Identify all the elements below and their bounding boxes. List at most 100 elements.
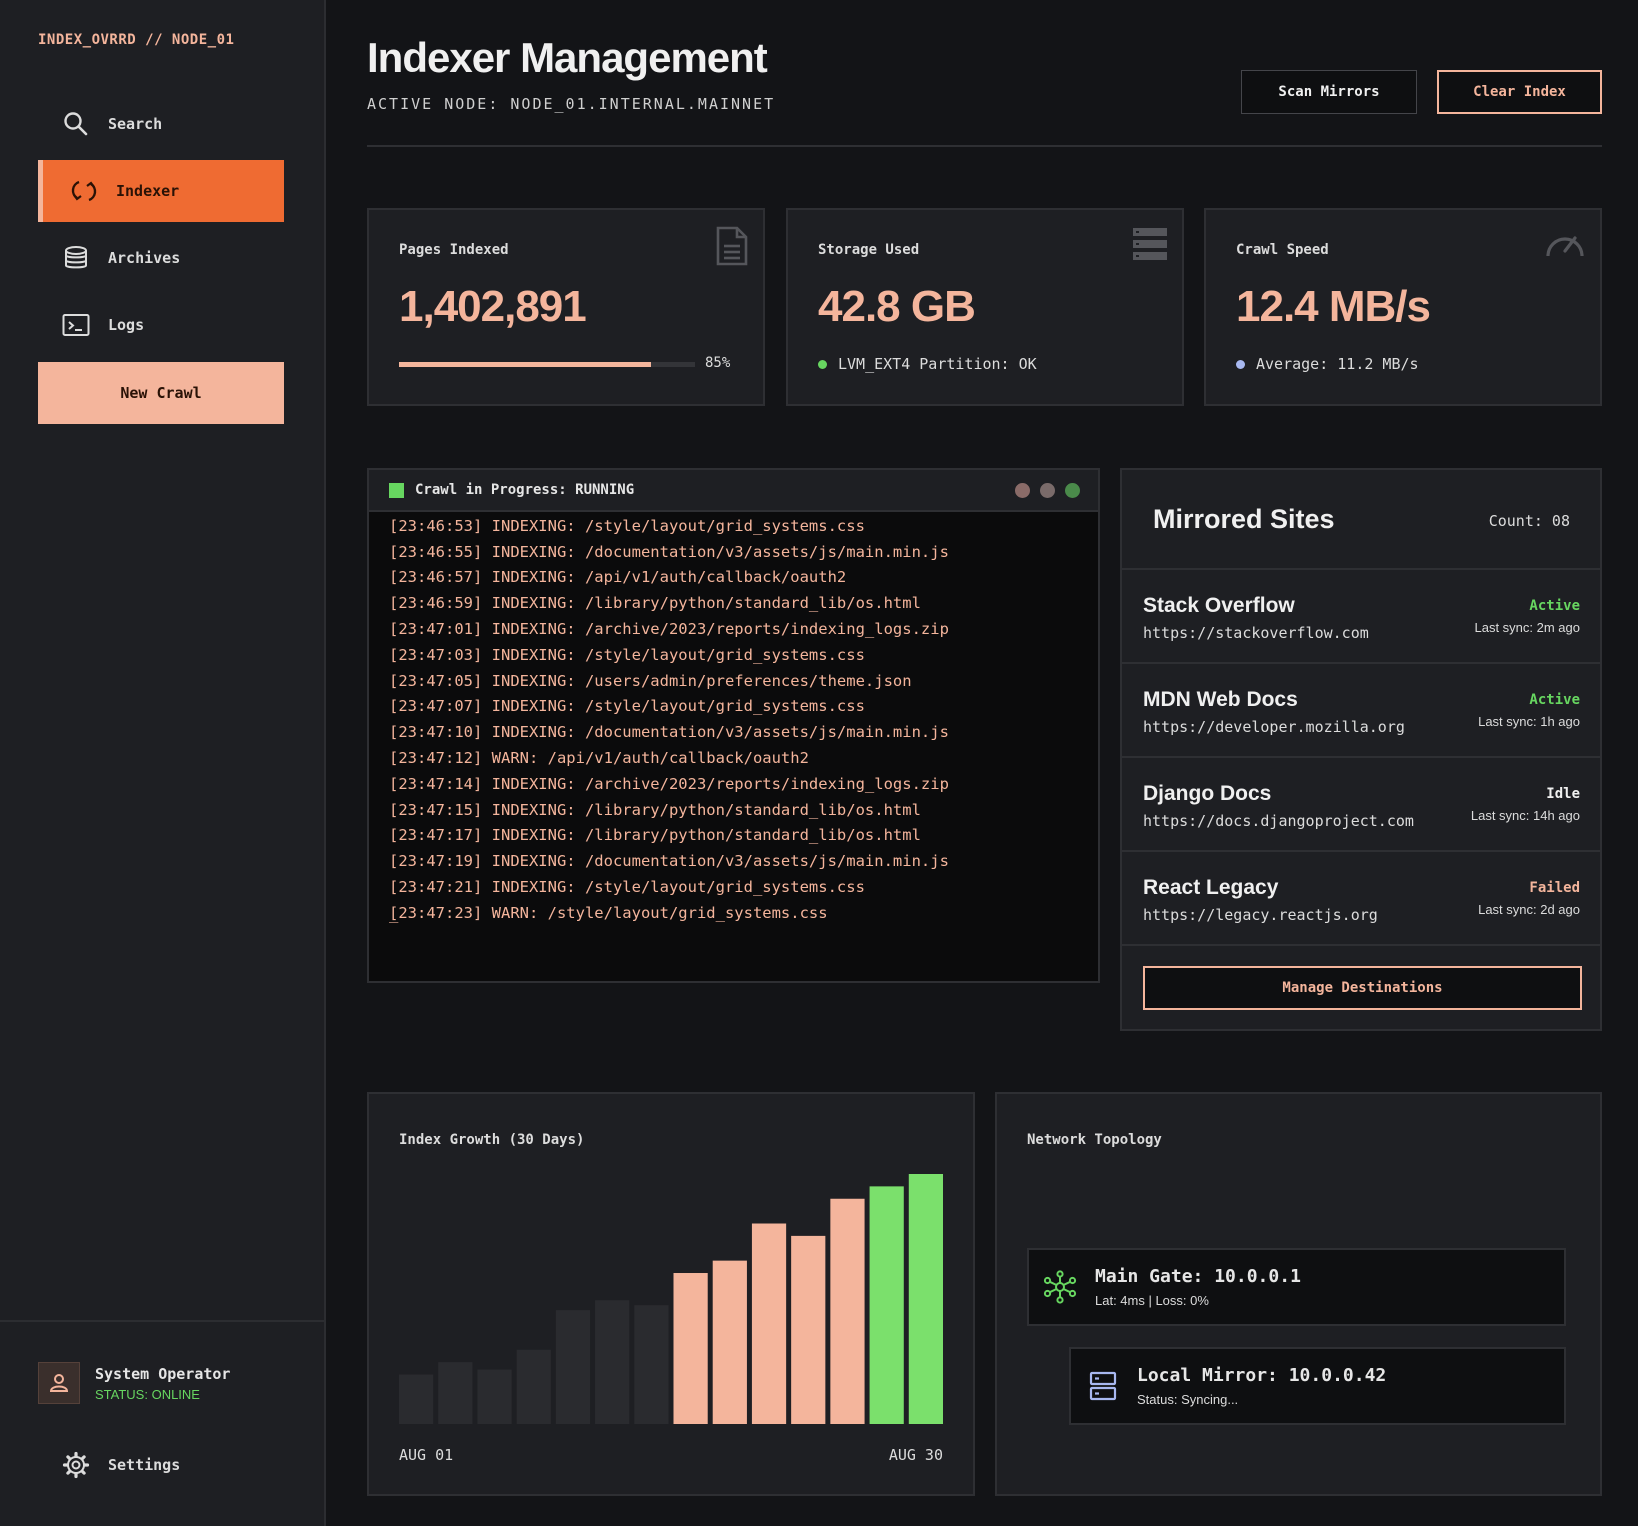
header-divider <box>367 145 1602 147</box>
terminal-title: Crawl in Progress: RUNNING <box>415 482 635 498</box>
log-line: [23:47:10] INDEXING: /documentation/v3/a… <box>389 723 949 742</box>
x-axis-end-label: AUG 30 <box>888 1446 943 1464</box>
log-line: [23:47:15] INDEXING: /library/python/sta… <box>389 800 921 819</box>
search-icon <box>62 110 90 138</box>
log-line: [23:47:12] WARN: /api/v1/auth/callback/o… <box>389 748 809 767</box>
chart-bar <box>555 1310 591 1424</box>
status-dot <box>1236 359 1245 369</box>
sidebar-item-settings[interactable]: Settings <box>38 1434 284 1496</box>
new-crawl-button[interactable]: New Crawl <box>38 362 284 424</box>
operator-status: STATUS: ONLINE <box>95 1386 200 1402</box>
sync-icon <box>70 177 98 205</box>
window-dot-icon[interactable] <box>1015 483 1030 498</box>
window-controls <box>1015 483 1080 498</box>
sidebar: INDEX_OVRRD // NODE_01 Search Indexer Ar… <box>0 0 326 1526</box>
status-badge: Active <box>1529 598 1580 614</box>
server-icon <box>1132 226 1168 267</box>
log-line: [23:47:21] INDEXING: /style/layout/grid_… <box>389 877 865 896</box>
mirrors-header: Mirrored Sites Count: 08 <box>1122 470 1600 570</box>
database-icon <box>62 244 90 272</box>
chart-title: Index Growth (30 Days) <box>399 1132 585 1148</box>
site-url: https://docs.djangoproject.com <box>1143 812 1414 830</box>
storage-used-card: Storage Used 42.8 GB LVM_EXT4 Partition:… <box>786 208 1184 406</box>
mirrors-title: Mirrored Sites <box>1153 504 1335 534</box>
progress-percent: 85% <box>705 355 731 371</box>
sidebar-item-label: Logs <box>108 316 145 334</box>
crawl-speed-card: Crawl Speed 12.4 MB/s Average: 11.2 MB/s <box>1204 208 1602 406</box>
last-sync: Last sync: 14h ago <box>1470 808 1580 823</box>
log-line: [23:47:19] INDEXING: /documentation/v3/a… <box>389 852 949 871</box>
list-item[interactable]: Django Docs https://docs.djangoproject.c… <box>1122 758 1600 852</box>
stat-value: 12.4 MB/s <box>1236 282 1431 331</box>
index-growth-card: Index Growth (30 Days) AUG 01 AUG 30 <box>367 1092 975 1496</box>
clear-index-button[interactable]: Clear Index <box>1437 70 1602 114</box>
network-icon <box>1043 1270 1077 1304</box>
sidebar-item-label: Search <box>108 115 163 133</box>
topology-title: Network Topology <box>1027 1132 1162 1148</box>
sidebar-divider <box>0 1320 326 1322</box>
node-name: Main Gate: 10.0.0.1 <box>1095 1266 1301 1287</box>
sidebar-item-search[interactable]: Search <box>38 93 284 155</box>
speed-average-text: Average: 11.2 MB/s <box>1256 355 1419 373</box>
chart-bar <box>751 1223 787 1424</box>
chart-bar <box>399 1374 434 1424</box>
log-line: [23:46:55] INDEXING: /documentation/v3/a… <box>389 542 949 561</box>
mirrors-count: Count: 08 <box>1488 512 1570 530</box>
stat-label: Storage Used <box>818 242 920 258</box>
gear-icon <box>62 1451 90 1479</box>
user-icon <box>49 1374 69 1392</box>
scan-mirrors-button[interactable]: Scan Mirrors <box>1241 70 1417 114</box>
gauge-icon <box>1544 226 1586 265</box>
terminal-icon <box>62 311 90 339</box>
site-name: Stack Overflow <box>1143 594 1295 617</box>
sidebar-item-indexer[interactable]: Indexer <box>38 160 284 222</box>
log-line: [23:47:23] WARN: /style/layout/grid_syst… <box>389 903 828 922</box>
status-badge: Failed <box>1529 880 1580 896</box>
local-mirror-node[interactable]: Local Mirror: 10.0.0.42 Status: Syncing.… <box>1069 1347 1566 1425</box>
index-growth-chart <box>399 1174 943 1424</box>
page-title: Indexer Management <box>367 34 768 81</box>
status-badge: Idle <box>1546 786 1580 802</box>
window-dot-icon[interactable] <box>1065 483 1080 498</box>
chart-bar <box>830 1198 865 1424</box>
log-line: [23:46:59] INDEXING: /library/python/sta… <box>389 594 921 613</box>
operator-name: System Operator <box>95 1364 231 1383</box>
log-line: [23:47:05] INDEXING: /users/admin/prefer… <box>389 671 912 690</box>
window-dot-icon[interactable] <box>1040 483 1055 498</box>
chart-bar <box>673 1273 708 1424</box>
site-url: https://legacy.reactjs.org <box>1143 906 1378 924</box>
status-badge: Active <box>1529 692 1580 708</box>
active-node-label: ACTIVE NODE: NODE_01.INTERNAL.MAINNET <box>367 95 776 113</box>
chart-bar <box>438 1362 473 1424</box>
crawl-log-terminal[interactable]: Crawl in Progress: RUNNING [23:46:51] IN… <box>367 468 1100 983</box>
site-name: MDN Web Docs <box>1143 688 1298 711</box>
stat-value: 1,402,891 <box>399 282 587 331</box>
network-topology-card: Network Topology Main Gate: 10.0.0.1 Lat… <box>995 1092 1602 1496</box>
terminal-header: Crawl in Progress: RUNNING <box>369 470 1098 512</box>
node-status: Status: Syncing... <box>1137 1392 1239 1407</box>
mirrored-sites-panel: Mirrored Sites Count: 08 Stack Overflow … <box>1120 468 1602 1031</box>
list-item[interactable]: Stack Overflow https://stackoverflow.com… <box>1122 570 1600 664</box>
running-indicator <box>389 482 404 498</box>
storage-status-text: LVM_EXT4 Partition: OK <box>838 355 1037 373</box>
log-line: [23:47:03] INDEXING: /style/layout/grid_… <box>389 645 865 664</box>
site-url: https://developer.mozilla.org <box>1143 718 1405 736</box>
log-line: [23:47:07] INDEXING: /style/layout/grid_… <box>389 697 865 716</box>
list-item[interactable]: React Legacy https://legacy.reactjs.org … <box>1122 852 1600 946</box>
chart-bar <box>908 1174 943 1424</box>
chart-bar <box>869 1186 904 1424</box>
operator-profile[interactable]: System Operator STATUS: ONLINE <box>38 1362 230 1404</box>
manage-destinations-button[interactable]: Manage Destinations <box>1143 966 1582 1010</box>
main-gate-node[interactable]: Main Gate: 10.0.0.1 Lat: 4ms | Loss: 0% <box>1027 1248 1566 1326</box>
speed-average: Average: 11.2 MB/s <box>1236 355 1419 373</box>
list-item[interactable]: MDN Web Docs https://developer.mozilla.o… <box>1122 664 1600 758</box>
stat-label: Crawl Speed <box>1236 242 1329 258</box>
sidebar-item-logs[interactable]: Logs <box>38 294 284 356</box>
server-icon <box>1089 1371 1117 1401</box>
terminal-cursor: _ <box>389 905 399 923</box>
stat-label: Pages Indexed <box>399 242 509 258</box>
pages-indexed-card: Pages Indexed 1,402,891 85% <box>367 208 765 406</box>
site-url: https://stackoverflow.com <box>1143 624 1369 642</box>
sidebar-item-archives[interactable]: Archives <box>38 227 284 289</box>
log-line: [23:46:57] INDEXING: /api/v1/auth/callba… <box>389 568 847 587</box>
